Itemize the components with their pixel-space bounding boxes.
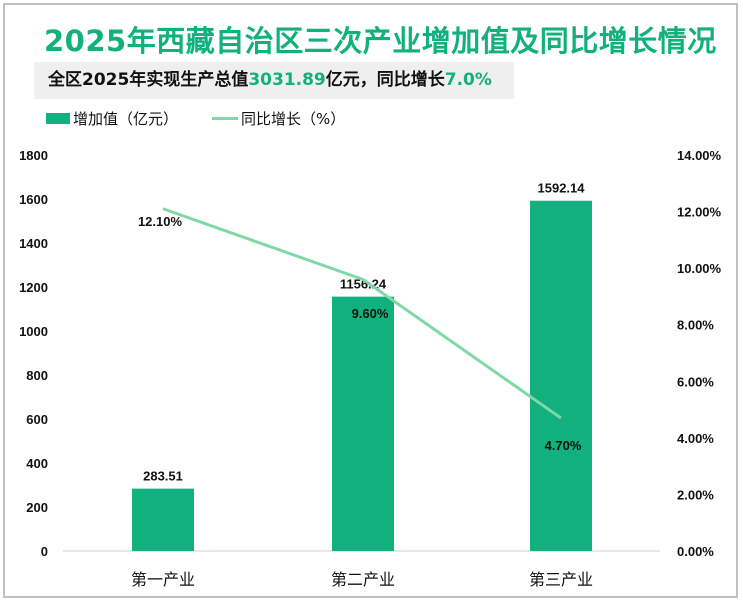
right-axis-tick: 0.00% [677,544,714,559]
category-label: 第一产业 [131,570,195,589]
legend-line-label: 同比增长（%） [241,110,346,128]
bar[interactable] [132,488,194,551]
right-axis-tick: 14.00% [677,148,722,163]
right-axis-tick: 4.00% [677,431,714,446]
category-label: 第二产业 [331,570,395,589]
right-axis-tick: 12.00% [677,205,722,220]
category-label: 第三产业 [529,570,593,589]
bar-value-label: 283.51 [143,469,183,484]
growth-line[interactable] [162,207,562,420]
legend-bar-swatch [46,113,70,124]
left-axis-tick: 400 [26,456,48,471]
chart-title: 2025年西藏自治区三次产业增加值及同比增长情况 [44,24,717,58]
right-axis-tick: 10.00% [677,261,722,276]
left-axis-tick: 600 [26,412,48,427]
bar[interactable] [332,296,394,551]
left-axis-tick: 800 [26,368,48,383]
bar[interactable] [530,200,592,552]
chart-frame [3,3,738,598]
left-axis-tick: 1400 [19,236,48,251]
summary-gdp: 3031.89 [248,70,326,90]
summary-mid: 亿元，同比增长 [325,70,445,90]
line-value-label: 12.10% [138,214,183,229]
left-axis-tick: 1200 [19,280,48,295]
right-axis-tick: 6.00% [677,374,714,389]
line-value-label: 4.70% [545,438,582,453]
left-axis-tick: 0 [41,544,48,559]
right-axis-tick: 8.00% [677,318,714,333]
line-value-label: 9.60% [352,306,389,321]
legend-line-swatch [212,117,239,120]
legend-bar-label: 增加值（亿元） [73,110,179,128]
summary-prefix: 全区2025年实现生产总值 [48,70,249,90]
legend: 增加值（亿元） 同比增长（%） [46,108,345,129]
left-axis-tick: 1600 [19,192,48,207]
summary-banner: 全区2025年实现生产总值3031.89亿元，同比增长7.0% [34,62,514,99]
left-axis-tick: 200 [26,500,48,515]
bar-value-label: 1592.14 [538,181,586,196]
right-axis-tick: 2.00% [677,487,714,502]
left-axis-tick: 1000 [19,324,48,339]
left-axis-tick: 1800 [19,148,48,163]
summary-growth: 7.0% [444,70,492,90]
